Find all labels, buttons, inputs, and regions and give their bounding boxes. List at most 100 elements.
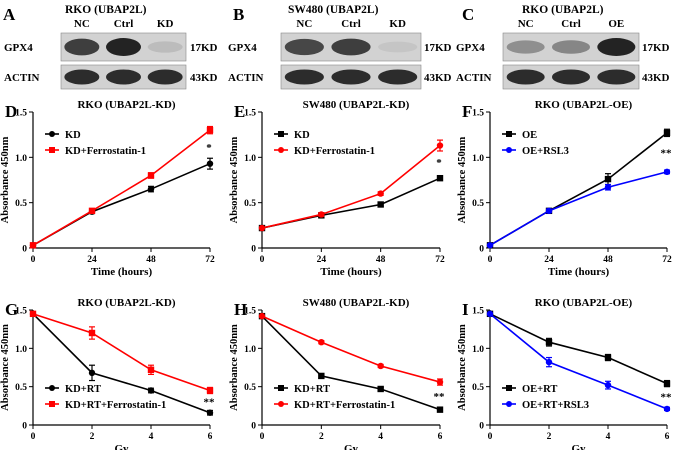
blot-band [506,69,545,85]
y-tick-label: 1.0 [244,154,256,164]
data-point [88,369,96,377]
legend-label: KD+RT [294,384,330,395]
data-point [147,172,155,179]
data-point [206,409,214,416]
legend: OE+RT OE+RT+RSL3 [502,384,589,411]
y-axis-label: Absorbance 450nm [229,136,240,223]
legend-marker [506,131,512,137]
x-tick-label: 48 [146,255,156,265]
data-point [663,405,671,413]
data-point [436,174,444,182]
y-tick-label: 1.5 [15,307,27,317]
data-point [663,129,671,137]
blot-band [106,69,141,85]
x-axis-label: Gy [344,443,359,450]
x-tick-label: 6 [438,432,443,442]
chart-panel-i: I RKO (UBAP2L-OE) 0 2 4 6 0 0.5 1.0 1.5 Gy Absorban… [457,297,672,450]
series-1 [29,310,214,395]
legend-marker [278,147,284,153]
data-point [377,385,384,393]
x-tick-label: 2 [90,432,95,442]
x-tick-label: 4 [378,432,383,442]
size-label: 17KD [424,42,452,54]
chart-panel-e: E SW480 (UBAP2L-KD) 0 24 48 72 0 0.5 1.0 1.5 Time … [229,99,445,278]
lane-label: OE [608,18,624,30]
panel-letter: G [5,300,18,319]
legend-marker [506,401,512,407]
legend-label: OE [522,130,537,141]
blot-band [331,69,371,85]
data-point [604,184,612,191]
protein-label: ACTIN [4,72,40,84]
x-tick-label: 6 [208,432,213,442]
data-point [436,406,444,413]
blot-band [64,69,100,85]
data-point [318,339,325,346]
protein-label: GPX4 [228,42,257,54]
legend-marker [506,385,512,391]
size-label: 17KD [190,42,218,54]
series-line [32,162,211,246]
significance-label: * [436,157,442,169]
x-tick-label: 0 [488,255,493,265]
x-axis-label: Time (hours) [91,266,153,278]
blot-band [597,69,636,85]
x-tick-label: 72 [435,255,445,265]
significance-label: ** [661,391,673,403]
legend-label: KD [294,130,310,141]
blot-band [331,38,371,56]
y-tick-label: 1.5 [244,307,256,317]
x-tick-label: 24 [87,255,97,265]
series-line [489,313,668,385]
x-tick-label: 0 [31,432,36,442]
y-tick-label: 0 [479,422,484,432]
legend: KD+RT KD+RT+Ferrostatin-1 [274,384,395,411]
lane-label: Ctrl [114,18,134,30]
blot-band [147,41,183,53]
lane-label: KD [389,18,406,30]
y-axis-label: Absorbance 450nm [229,324,240,411]
x-tick-label: 48 [376,255,386,265]
y-tick-label: 0.5 [244,383,256,393]
blot-band [378,41,418,53]
legend-label: KD+Ferrostatin-1 [294,146,375,157]
protein-label: ACTIN [228,72,264,84]
data-point [206,387,214,394]
y-tick-label: 1.0 [472,154,484,164]
size-label: 43KD [424,72,452,84]
x-tick-label: 4 [606,432,611,442]
data-point [377,362,384,370]
chart-panel-f: F RKO (UBAP2L-OE) 0 24 48 72 0 0.5 1.0 1.5 Time (h… [457,99,672,278]
lane-label: Ctrl [561,18,581,30]
chart-title: SW480 (UBAP2L-KD) [303,99,410,111]
data-point [206,126,214,134]
series-1 [258,312,444,386]
legend-marker [49,385,55,391]
significance-label: ** [661,147,673,159]
legend-label: KD [65,130,81,141]
y-axis-label: Absorbance 450nm [457,136,468,223]
data-point [545,207,553,215]
blot-band [64,38,100,56]
significance-label: ** [434,391,446,403]
panel-letter: B [233,5,244,24]
x-tick-label: 0 [488,432,493,442]
y-tick-label: 0 [22,245,27,255]
series-line [261,177,441,229]
data-point [377,201,384,208]
series-line [32,313,211,414]
data-point [663,380,671,387]
blot-band [284,38,324,56]
y-tick-label: 0.5 [244,199,256,209]
blot-band [106,38,141,56]
blot-band [378,69,418,85]
series-1 [29,125,214,249]
panel-letter: C [462,5,474,24]
data-point [258,312,266,320]
series-line [32,129,211,246]
x-tick-label: 72 [662,255,672,265]
series-0 [29,157,214,249]
y-tick-label: 0.5 [15,199,27,209]
x-tick-label: 0 [260,255,265,265]
